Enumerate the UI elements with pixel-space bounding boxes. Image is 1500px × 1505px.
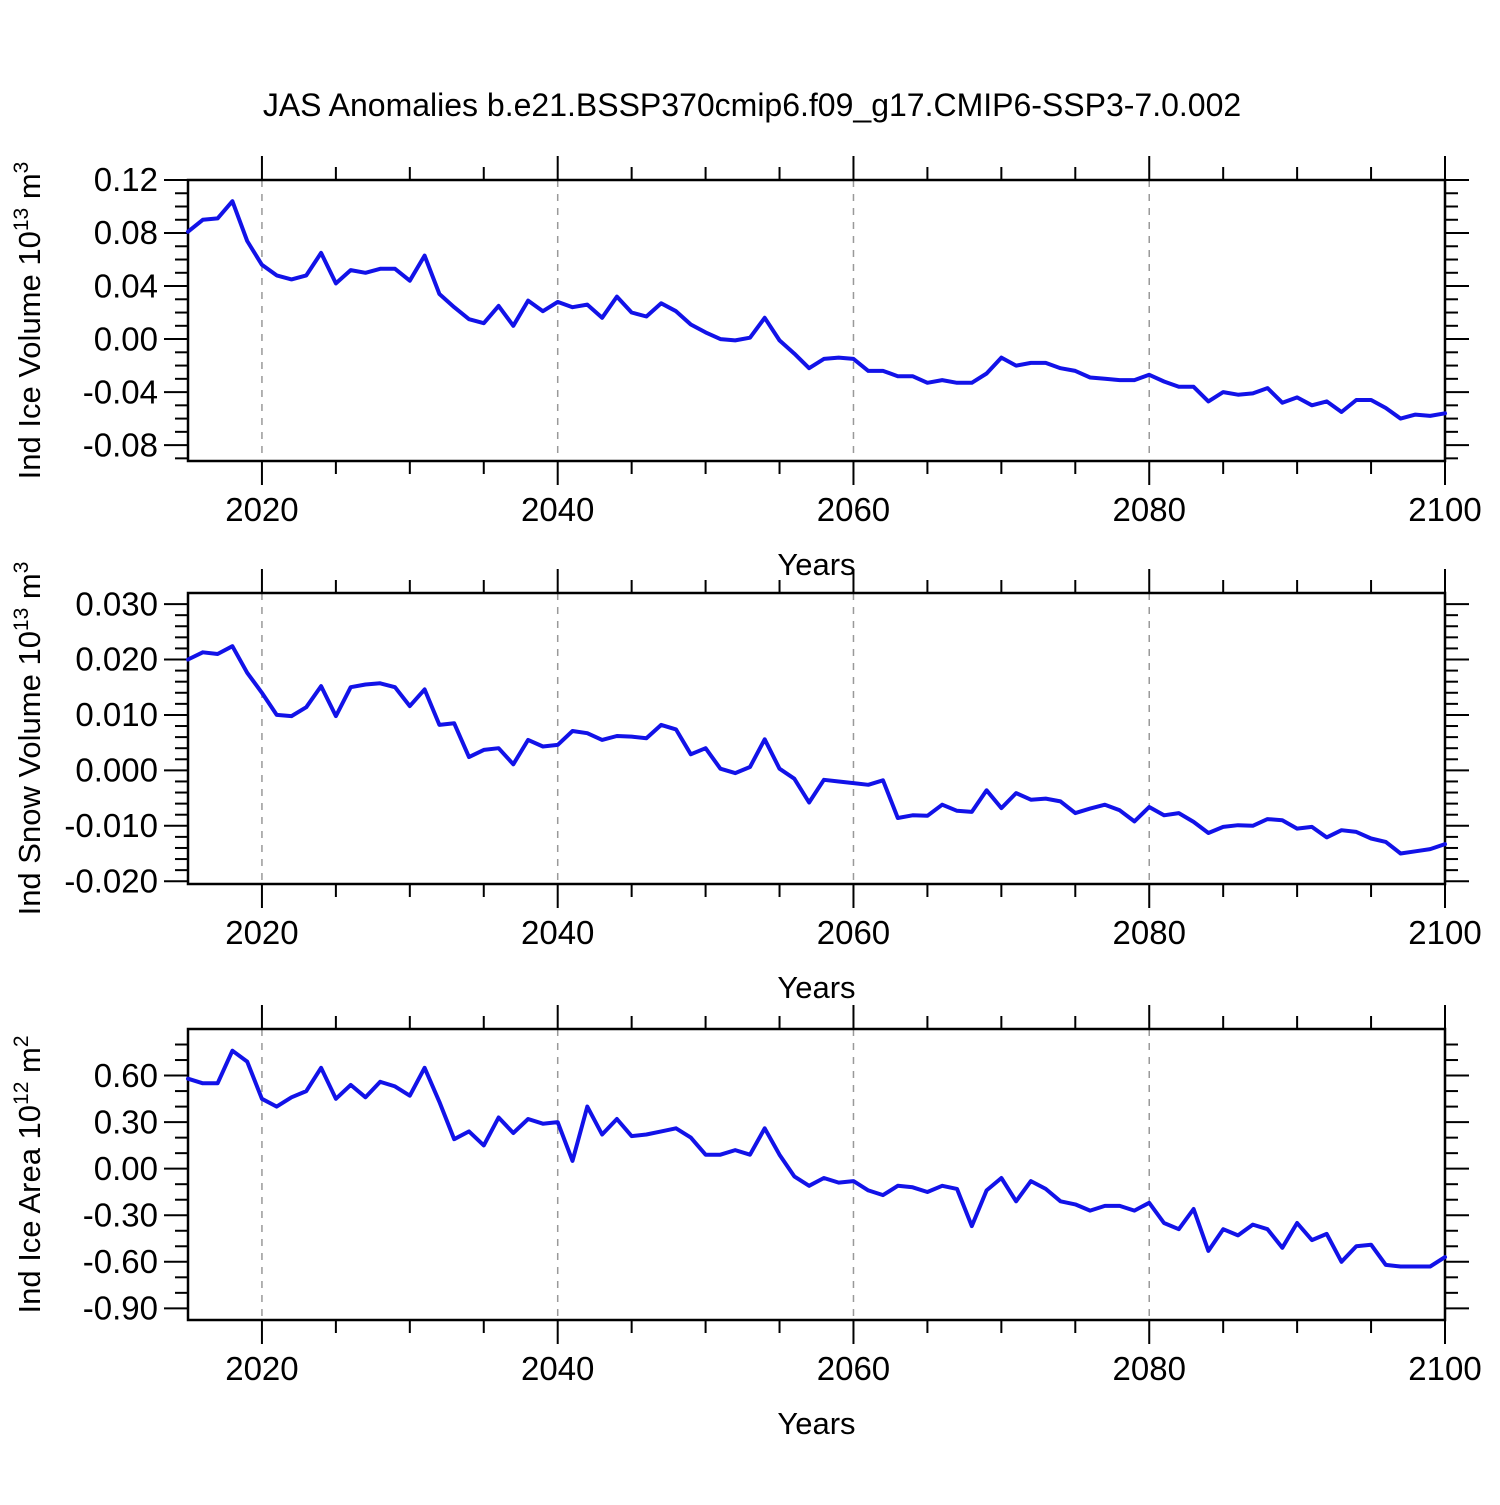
y-tick-label: 0.04 bbox=[94, 267, 158, 304]
y-tick-label: 0.020 bbox=[75, 641, 158, 678]
x-tick-label-2020: 2020 bbox=[225, 491, 298, 528]
panel-ind-snow-volume: 2020 2040 2060 2080 2100 0.030 0.020 0.010 0.000… bbox=[10, 562, 1482, 1005]
panel-ind-ice-volume: 2020 2040 2060 2080 2100 0.12 0.08 0.04 0.00 -0.0… bbox=[10, 156, 1482, 582]
y-tick-label: 0.00 bbox=[94, 1150, 158, 1187]
y-tick-label: 0.12 bbox=[94, 161, 158, 198]
x-tick-label-2060: 2060 bbox=[817, 914, 890, 951]
x-tick-label-2040: 2040 bbox=[521, 1350, 594, 1387]
y-axis-title: Ind Ice Volume 1013 m3 bbox=[10, 162, 47, 480]
y-tick-label: 0.00 bbox=[94, 320, 158, 357]
y-tick-label: -0.04 bbox=[83, 373, 158, 410]
y-axis-title: Ind Ice Area 1012 m2 bbox=[10, 1035, 47, 1313]
x-tick-label-2040: 2040 bbox=[521, 914, 594, 951]
x-tick-label-2080: 2080 bbox=[1113, 1350, 1186, 1387]
x-axis-title: Years bbox=[777, 970, 855, 1005]
x-axis-title: Years bbox=[777, 1406, 855, 1441]
y-tick-label: -0.08 bbox=[83, 426, 158, 463]
x-tick-label-2080: 2080 bbox=[1113, 491, 1186, 528]
y-tick-label: 0.000 bbox=[75, 752, 158, 789]
y-tick-label: -0.60 bbox=[83, 1243, 158, 1280]
plot-frame bbox=[186, 591, 1447, 886]
x-tick-label-2060: 2060 bbox=[817, 1350, 890, 1387]
x-tick-label-2060: 2060 bbox=[817, 491, 890, 528]
y-tick-label: -0.020 bbox=[64, 862, 158, 899]
x-axis-title: Years bbox=[777, 547, 855, 582]
y-axis-title: Ind Snow Volume 1013 m3 bbox=[10, 562, 47, 916]
panels-group: 2020 2040 2060 2080 2100 0.12 0.08 0.04 0.00 -0.0… bbox=[10, 156, 1482, 1441]
ind-snow-volume-line bbox=[186, 644, 1447, 856]
ind-ice-area-line bbox=[186, 1048, 1447, 1269]
x-tick-label-2020: 2020 bbox=[225, 1350, 298, 1387]
y-tick-label: -0.30 bbox=[83, 1196, 158, 1233]
plot-frame bbox=[186, 178, 1447, 463]
y-tick-label: 0.08 bbox=[94, 214, 158, 251]
x-tick-label-2080: 2080 bbox=[1113, 914, 1186, 951]
y-tick-label: -0.010 bbox=[64, 807, 158, 844]
x-tick-label-2100: 2100 bbox=[1408, 914, 1481, 951]
panel-ind-ice-area: 2020 2040 2060 2080 2100 0.60 0.30 0.00 -0.30 -0.… bbox=[10, 1005, 1482, 1441]
x-tick-label-2100: 2100 bbox=[1408, 491, 1481, 528]
x-tick-label-2040: 2040 bbox=[521, 491, 594, 528]
x-tick-label-2020: 2020 bbox=[225, 914, 298, 951]
figure-title: JAS Anomalies b.e21.BSSP370cmip6.f09_g17… bbox=[263, 87, 1241, 123]
y-tick-label: 0.010 bbox=[75, 696, 158, 733]
plot-frame bbox=[186, 1027, 1447, 1322]
x-tick-label-2100: 2100 bbox=[1408, 1350, 1481, 1387]
ind-ice-volume-line bbox=[186, 199, 1447, 421]
y-tick-label: -0.90 bbox=[83, 1290, 158, 1327]
y-tick-label: 0.030 bbox=[75, 585, 158, 622]
y-tick-label: 0.60 bbox=[94, 1057, 158, 1094]
y-tick-label: 0.30 bbox=[94, 1103, 158, 1140]
